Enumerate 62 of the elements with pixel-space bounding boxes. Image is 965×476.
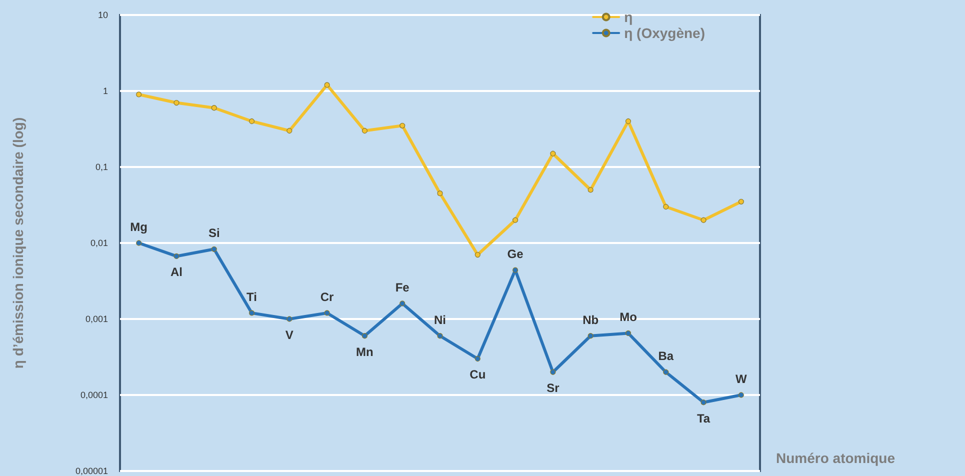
- y-tick-label: 0,1: [95, 162, 108, 172]
- point: [324, 310, 330, 316]
- x-tick-label: Mo: [620, 310, 637, 324]
- x-tick-label: Cu: [470, 368, 486, 382]
- point: [400, 300, 406, 306]
- x-tick-label: Ti: [246, 290, 257, 304]
- y-tick-label: 0,0001: [80, 390, 108, 400]
- y-tick-label: 0,001: [85, 314, 108, 324]
- point: [588, 333, 594, 339]
- point: [663, 204, 669, 210]
- point: [362, 128, 368, 134]
- point: [248, 310, 255, 316]
- point: [437, 190, 443, 196]
- point: [437, 333, 443, 339]
- y-axis-title: η d’émission ionique secondaire (log): [10, 117, 26, 369]
- point: [400, 122, 406, 128]
- x-tick-label: Ba: [658, 349, 674, 364]
- point: [286, 128, 292, 134]
- x-tick-label: Ni: [434, 312, 446, 327]
- point: [136, 240, 142, 246]
- x-tick-label: Ta: [696, 411, 710, 426]
- point: [700, 217, 706, 223]
- x-axis-title: Numéro atomique: [776, 450, 896, 466]
- x-tick-label: Al: [170, 265, 182, 280]
- y-tick-label: 10: [98, 10, 108, 20]
- x-tick-label: Nb: [582, 312, 599, 327]
- point: [738, 198, 744, 204]
- point: [474, 356, 480, 362]
- point: [700, 400, 706, 406]
- point: [474, 252, 480, 258]
- point: [512, 217, 518, 223]
- point: [286, 316, 292, 322]
- x-tick-label: Ge: [507, 247, 524, 262]
- legend-label: η: [624, 9, 633, 25]
- point: [211, 105, 217, 111]
- point: [362, 333, 368, 339]
- x-tick-label: Cr: [320, 290, 334, 304]
- x-tick-label: W: [736, 372, 748, 386]
- legend-label: η (Oxygène): [624, 25, 706, 41]
- x-tick-label: Mn: [356, 344, 374, 359]
- point: [174, 253, 180, 260]
- x-tick-label: Sr: [546, 381, 560, 396]
- y-tick-label: 0,01: [90, 238, 108, 248]
- point: [588, 187, 594, 193]
- point: [174, 100, 180, 106]
- point: [136, 92, 142, 98]
- x-tick-label: Fe: [395, 280, 410, 294]
- point: [550, 369, 556, 375]
- point: [211, 246, 217, 252]
- point: [512, 267, 518, 273]
- point: [663, 369, 669, 375]
- point: [324, 82, 330, 88]
- y-tick-label: 1: [102, 86, 108, 96]
- x-tick-label: V: [285, 328, 294, 342]
- x-tick-label: Si: [208, 226, 220, 240]
- point: [248, 118, 255, 124]
- y-tick-label: 0,00001: [75, 466, 108, 476]
- x-tick-label: Mg: [130, 220, 148, 234]
- point: [550, 150, 556, 156]
- point: [738, 392, 744, 398]
- point: [625, 330, 632, 336]
- point: [625, 118, 632, 124]
